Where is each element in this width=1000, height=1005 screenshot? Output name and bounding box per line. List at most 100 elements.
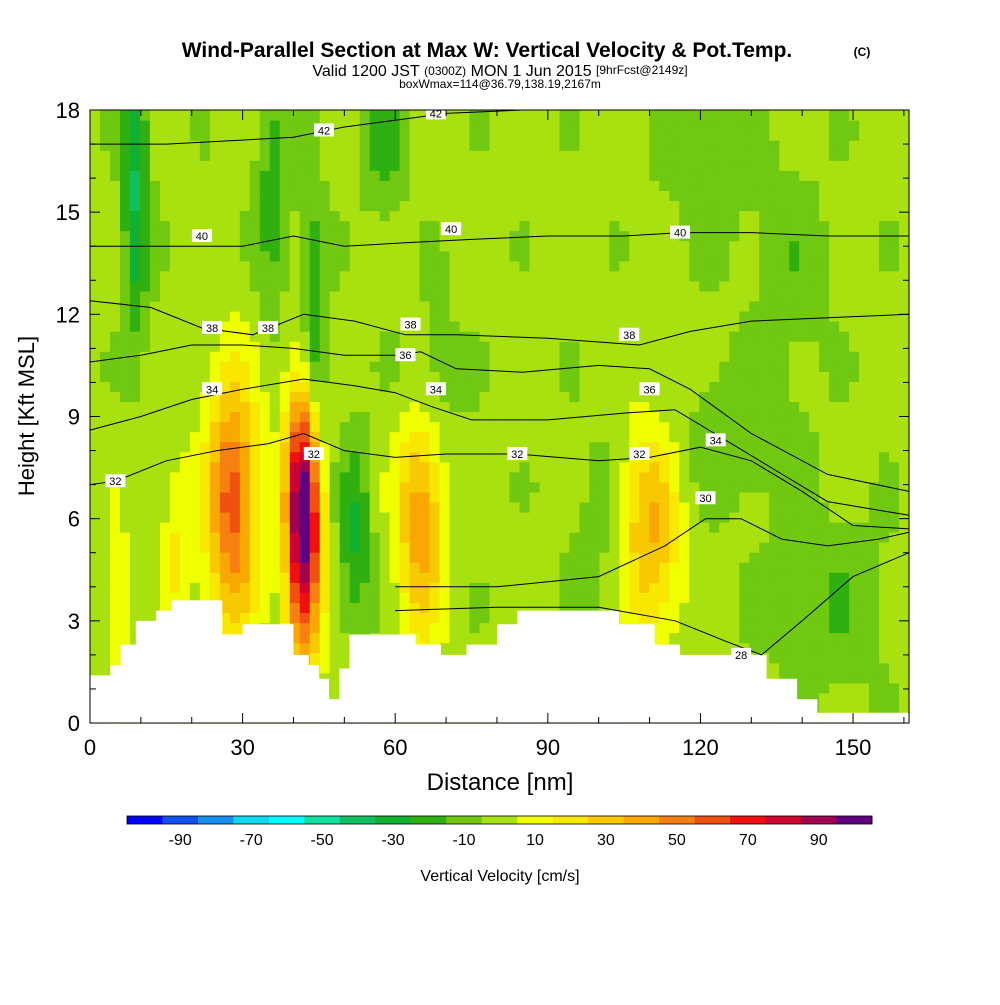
velocity-cell — [209, 542, 221, 553]
velocity-cell — [369, 532, 381, 543]
velocity-cell — [309, 190, 321, 202]
velocity-cell — [189, 441, 201, 453]
velocity-cell — [219, 562, 231, 573]
velocity-cell — [90, 180, 101, 191]
velocity-cell — [669, 331, 680, 342]
velocity-cell — [669, 451, 680, 463]
velocity-cell — [619, 562, 630, 573]
velocity-cell — [529, 220, 541, 232]
velocity-cell — [629, 391, 640, 403]
velocity-cell — [349, 321, 361, 332]
velocity-cell — [419, 522, 431, 533]
velocity-cell — [779, 210, 790, 222]
velocity-cell — [159, 431, 171, 443]
velocity-cell — [529, 351, 541, 362]
velocity-cell — [799, 351, 810, 362]
velocity-cell — [679, 411, 690, 423]
velocity-cell — [779, 441, 790, 453]
velocity-cell — [619, 361, 630, 372]
velocity-cell — [90, 582, 101, 593]
velocity-cell — [539, 491, 551, 503]
velocity-cell — [649, 582, 660, 593]
velocity-cell — [259, 170, 271, 181]
velocity-cell — [589, 240, 600, 252]
velocity-cell — [809, 220, 820, 232]
velocity-cell — [669, 321, 680, 332]
velocity-cell — [149, 250, 161, 262]
velocity-cell — [199, 290, 211, 302]
velocity-cell — [869, 582, 880, 593]
velocity-cell — [139, 331, 151, 342]
velocity-cell — [159, 361, 171, 372]
velocity-cell — [139, 170, 151, 181]
velocity-cell — [99, 300, 111, 312]
velocity-cell — [199, 150, 211, 161]
velocity-cell — [429, 290, 441, 302]
velocity-cell — [709, 532, 720, 543]
velocity-cell — [759, 622, 770, 634]
velocity-cell — [769, 652, 780, 664]
velocity-cell — [649, 552, 660, 563]
velocity-cell — [619, 310, 630, 322]
velocity-cell — [379, 562, 391, 573]
velocity-cell — [99, 582, 111, 593]
velocity-cell — [719, 371, 730, 382]
velocity-cell — [739, 310, 750, 322]
velocity-cell — [519, 501, 531, 513]
velocity-cell — [579, 421, 590, 433]
velocity-cell — [249, 180, 261, 191]
velocity-cell — [639, 592, 650, 604]
velocity-cell — [549, 180, 561, 191]
velocity-cell — [469, 290, 481, 302]
velocity-cell — [639, 511, 650, 523]
velocity-cell — [239, 351, 251, 362]
velocity-cell — [449, 130, 461, 141]
velocity-cell — [849, 572, 860, 583]
velocity-cell — [159, 210, 171, 222]
velocity-cell — [329, 602, 341, 614]
velocity-cell — [439, 240, 451, 252]
velocity-cell — [229, 220, 241, 232]
velocity-cell — [699, 140, 710, 151]
velocity-cell — [509, 421, 521, 433]
velocity-cell — [679, 461, 690, 473]
velocity-cell — [579, 552, 590, 563]
velocity-cell — [779, 300, 790, 312]
velocity-cell — [779, 572, 790, 583]
velocity-cell — [249, 481, 261, 493]
velocity-cell — [819, 451, 830, 463]
velocity-cell — [289, 331, 301, 342]
velocity-cell — [569, 160, 580, 171]
velocity-cell — [139, 471, 151, 483]
velocity-cell — [839, 441, 850, 453]
velocity-cell — [159, 170, 171, 181]
velocity-cell — [209, 150, 221, 161]
velocity-cell — [549, 431, 561, 443]
velocity-cell — [129, 441, 141, 453]
velocity-cell — [689, 421, 700, 433]
velocity-cell — [479, 421, 491, 433]
velocity-cell — [149, 532, 161, 543]
velocity-cell — [499, 522, 511, 533]
velocity-cell — [139, 501, 151, 513]
velocity-cell — [149, 511, 161, 523]
velocity-cell — [419, 130, 431, 141]
velocity-cell — [839, 300, 850, 312]
velocity-cell — [369, 552, 381, 563]
velocity-cell — [879, 672, 890, 684]
velocity-cell — [889, 150, 900, 161]
velocity-cell — [809, 421, 820, 433]
velocity-cell — [139, 451, 151, 463]
velocity-cell — [459, 532, 471, 543]
velocity-cell — [649, 441, 660, 453]
velocity-cell — [559, 341, 571, 352]
velocity-cell — [239, 481, 251, 493]
velocity-cell — [849, 341, 860, 352]
velocity-cell — [249, 300, 261, 312]
velocity-cell — [659, 562, 670, 573]
velocity-cell — [249, 331, 261, 342]
velocity-cell — [309, 411, 321, 423]
velocity-cell — [839, 542, 850, 553]
velocity-cell — [229, 411, 241, 423]
velocity-cell — [519, 300, 531, 312]
